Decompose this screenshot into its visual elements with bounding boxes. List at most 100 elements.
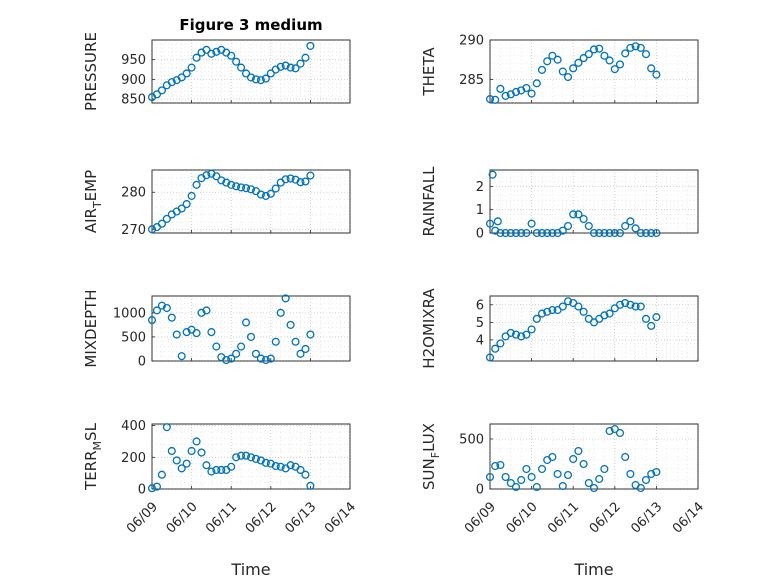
data-point bbox=[605, 228, 614, 238]
data-point bbox=[522, 228, 531, 238]
data-point bbox=[276, 462, 285, 471]
data-point bbox=[232, 57, 241, 66]
data-point bbox=[222, 355, 231, 365]
data-point bbox=[563, 221, 573, 231]
data-point bbox=[517, 332, 526, 341]
axes-box bbox=[151, 169, 351, 234]
data-point bbox=[202, 306, 211, 315]
data-point bbox=[237, 451, 246, 460]
data-point bbox=[237, 342, 246, 351]
data-point bbox=[579, 459, 588, 469]
data-point bbox=[232, 182, 241, 191]
subplot-grid: 850 900 950 PRESSURE 285 290 THETA 270 280 AIRTEM… bbox=[82, 32, 707, 579]
data-point bbox=[537, 228, 547, 238]
data-point bbox=[256, 354, 265, 363]
data-point bbox=[266, 189, 275, 198]
data-point bbox=[197, 308, 206, 317]
axes-box bbox=[489, 295, 699, 362]
data-point bbox=[589, 228, 599, 238]
data-point bbox=[207, 328, 216, 337]
data-point bbox=[306, 481, 315, 490]
y-tick-label: 0 bbox=[476, 483, 484, 498]
data-point bbox=[610, 65, 619, 74]
data-point bbox=[227, 180, 236, 189]
x-tick-label: 06/10 bbox=[164, 499, 201, 536]
data-point bbox=[548, 51, 557, 60]
data-point bbox=[286, 63, 295, 72]
data-point bbox=[636, 228, 645, 238]
data-point bbox=[527, 472, 536, 482]
data-point bbox=[261, 191, 270, 200]
data-point bbox=[266, 354, 275, 363]
data-point bbox=[167, 313, 176, 322]
data-point bbox=[647, 469, 656, 479]
data-point bbox=[621, 221, 630, 231]
data-point bbox=[306, 41, 315, 50]
data-point bbox=[621, 49, 630, 58]
data-point bbox=[261, 74, 270, 83]
data-point bbox=[271, 461, 280, 471]
data-point bbox=[212, 47, 221, 56]
y-tick-label: 5 bbox=[476, 316, 484, 331]
data-point bbox=[212, 342, 221, 351]
data-point bbox=[167, 446, 176, 456]
subplot-sun-flux: 0 500 SUNFLUX 06/09 06/10 06/11 06/12 06/13 06/1… bbox=[420, 423, 707, 579]
data-point bbox=[501, 91, 510, 100]
plot-area bbox=[151, 169, 351, 234]
data-point bbox=[212, 465, 221, 475]
data-point bbox=[636, 302, 645, 311]
data-point bbox=[610, 424, 619, 434]
axes-box bbox=[151, 39, 351, 104]
x-tick-label: 06/11 bbox=[545, 499, 582, 536]
y-axis-label: AIRTEMP bbox=[82, 170, 104, 233]
data-point bbox=[522, 330, 531, 339]
y-tick-label: 290 bbox=[459, 34, 484, 49]
data-point bbox=[569, 454, 578, 464]
data-point bbox=[527, 89, 536, 98]
x-tick-label: 06/13 bbox=[628, 499, 665, 536]
data-point bbox=[306, 171, 315, 180]
data-point bbox=[543, 57, 552, 66]
data-point bbox=[281, 294, 290, 303]
x-tick-label: 06/10 bbox=[504, 499, 541, 536]
y-axis-label: TERRMSL bbox=[82, 422, 104, 491]
data-point bbox=[281, 175, 290, 184]
data-point bbox=[192, 329, 201, 338]
data-point bbox=[579, 54, 588, 63]
data-point bbox=[563, 297, 573, 306]
data-point bbox=[266, 459, 275, 468]
data-point bbox=[261, 458, 270, 467]
data-point bbox=[212, 172, 221, 181]
data-point bbox=[584, 221, 593, 231]
x-axis-label: Time bbox=[573, 560, 613, 579]
data-point bbox=[276, 308, 285, 317]
data-point bbox=[595, 228, 604, 238]
data-point bbox=[227, 462, 236, 471]
data-point bbox=[652, 228, 661, 238]
y-tick-label: 850 bbox=[121, 93, 146, 108]
data-point bbox=[621, 452, 630, 462]
data-point bbox=[600, 464, 609, 474]
data-point bbox=[517, 475, 526, 485]
x-axis-label: Time bbox=[230, 560, 270, 579]
data-point bbox=[493, 217, 502, 226]
subplot-h2omixra: 4 5 6 H2OMIXRA bbox=[420, 288, 699, 369]
data-point bbox=[605, 309, 614, 318]
data-point bbox=[631, 224, 640, 233]
data-point bbox=[296, 178, 305, 187]
data-point bbox=[281, 61, 290, 70]
data-point bbox=[237, 183, 246, 192]
data-point bbox=[563, 470, 573, 480]
data-point bbox=[522, 464, 531, 474]
y-tick-label: 0 bbox=[476, 227, 484, 242]
data-point bbox=[167, 78, 176, 87]
data-point bbox=[301, 470, 310, 479]
data-point bbox=[187, 63, 196, 72]
data-point bbox=[647, 228, 656, 238]
data-point bbox=[296, 465, 305, 475]
data-point bbox=[511, 87, 521, 97]
y-axis-label: RAINFALL bbox=[420, 166, 438, 237]
data-point bbox=[506, 228, 515, 238]
data-point bbox=[631, 42, 640, 51]
